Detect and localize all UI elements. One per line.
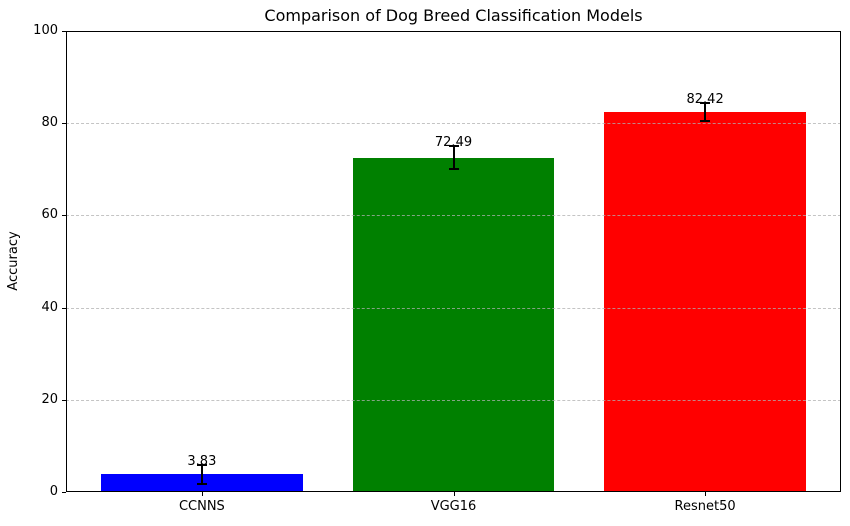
y-tick-label: 20 xyxy=(41,391,58,407)
y-tick-label: 80 xyxy=(41,115,58,131)
error-bar-cap-top xyxy=(700,101,711,104)
x-tick-mark xyxy=(705,492,707,496)
error-bar-cap-top xyxy=(196,464,207,467)
x-tick-label: CCNNS xyxy=(178,499,225,514)
gridline xyxy=(66,215,841,217)
gridline xyxy=(66,399,841,401)
error-bar xyxy=(452,146,455,170)
error-bar-cap-bottom xyxy=(448,168,459,171)
y-tick-mark xyxy=(62,399,66,401)
x-tick-label: Resnet50 xyxy=(674,499,736,514)
y-tick-mark xyxy=(62,215,66,217)
y-tick-mark xyxy=(62,31,66,32)
chart-title: Comparison of Dog Breed Classification M… xyxy=(264,6,643,25)
y-tick-label: 60 xyxy=(41,207,58,223)
bar-resnet50 xyxy=(604,112,806,492)
y-axis-label: Accuracy xyxy=(6,231,21,291)
x-tick-mark xyxy=(201,492,203,496)
bar-value-label: 3.83 xyxy=(187,454,217,470)
error-bar-cap-top xyxy=(448,145,459,148)
x-tick-label: VGG16 xyxy=(430,499,477,514)
y-tick-mark xyxy=(62,492,66,493)
bar-value-label: 82.42 xyxy=(686,91,724,107)
bar-value-label: 72.49 xyxy=(434,135,473,151)
y-tick-mark xyxy=(62,123,66,125)
error-bar xyxy=(200,465,203,484)
y-tick-mark xyxy=(62,307,66,309)
x-tick-mark xyxy=(453,492,455,496)
y-tick-label: 0 xyxy=(49,484,58,499)
error-bar-cap-bottom xyxy=(196,482,207,485)
error-bar-cap-bottom xyxy=(700,120,711,123)
error-bar xyxy=(704,102,707,122)
bar-vgg16 xyxy=(352,157,555,492)
y-tick-label: 40 xyxy=(41,299,58,315)
plot-area: 3.83 72.49 82.42 xyxy=(66,31,841,492)
gridline xyxy=(66,307,841,309)
gridline xyxy=(66,123,841,125)
y-tick-label: 100 xyxy=(33,23,58,38)
